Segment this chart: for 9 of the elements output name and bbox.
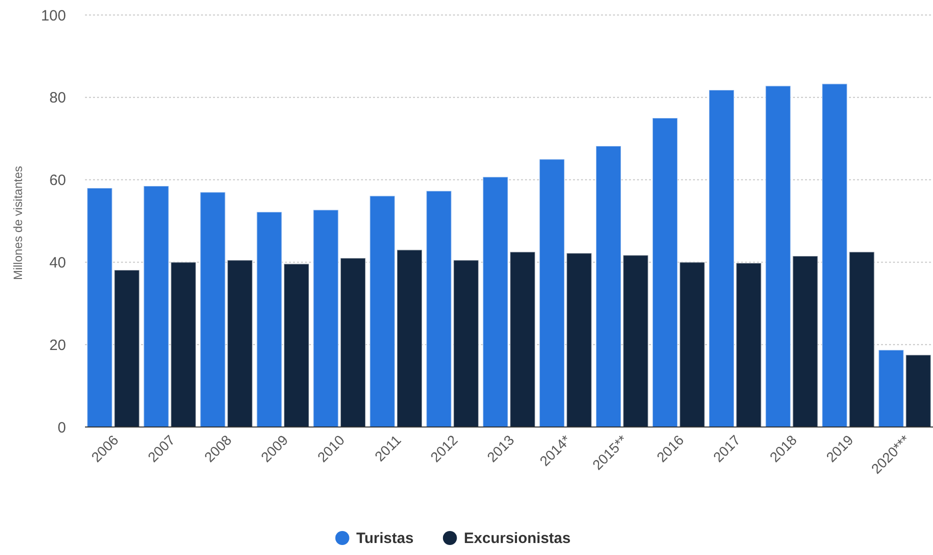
y-tick-label: 80	[49, 90, 66, 107]
y-tick-label: 60	[49, 172, 66, 190]
legend-label: Turistas	[356, 530, 414, 547]
legend-label: Excursionistas	[464, 530, 571, 547]
y-tick-label: 20	[49, 336, 66, 354]
y-tick-label: 100	[40, 7, 66, 24]
y-axis-title: Millones de visitantes	[11, 166, 25, 280]
y-tick-label: 40	[49, 254, 66, 272]
y-tick-label: 0	[58, 419, 66, 436]
